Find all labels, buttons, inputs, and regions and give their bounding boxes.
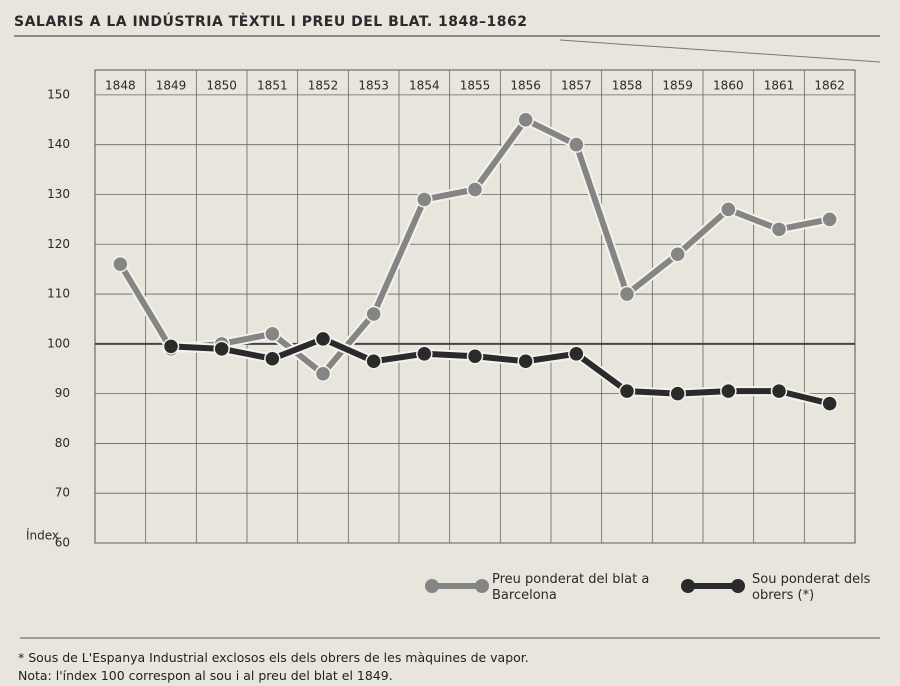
point (264, 350, 281, 368)
point (112, 255, 129, 273)
y-tick-label: 140 (47, 137, 70, 151)
point (821, 395, 838, 412)
point (162, 338, 180, 355)
legend-label: Preu ponderat del blat a Barcelona (492, 572, 650, 603)
y-tick-label: 80 (55, 436, 70, 450)
y-tick-label: 70 (55, 486, 70, 500)
x-tick-label: 1849 (156, 79, 187, 93)
x-tick-label: 1855 (460, 79, 491, 93)
point (365, 353, 382, 370)
y-axis-label: Índex (26, 528, 59, 543)
chart-title: SALARIS A LA INDÚSTRIA TÈXTIL I PREU DEL… (14, 12, 527, 30)
y-tick-label: 110 (47, 287, 70, 301)
point (618, 382, 636, 400)
point (669, 245, 686, 263)
x-tick-label: 1857 (561, 79, 592, 93)
point (568, 345, 585, 363)
point (264, 325, 281, 343)
y-tick-label: 130 (47, 187, 70, 201)
legend-swatch (425, 579, 439, 593)
footnote: Nota: l'índex 100 correspon al sou i al … (18, 668, 393, 683)
legend-swatch (731, 579, 745, 593)
x-tick-label: 1850 (206, 79, 237, 93)
point (770, 382, 788, 400)
line (170, 335, 831, 407)
point (416, 345, 433, 363)
point (466, 181, 484, 198)
point (466, 348, 484, 365)
point (517, 111, 534, 129)
point (669, 385, 686, 402)
point (213, 340, 230, 358)
legend-swatch (681, 579, 695, 593)
x-tick-label: 1862 (814, 79, 845, 93)
point (314, 365, 332, 382)
x-tick-label: 1848 (105, 79, 136, 93)
point (517, 353, 534, 370)
y-tick-label: 60 (55, 536, 70, 550)
x-tick-label: 1859 (662, 79, 693, 93)
legend-swatch (475, 579, 489, 593)
plot-frame (94, 69, 856, 544)
point (416, 191, 433, 208)
y-tick-label: 90 (55, 386, 70, 400)
x-tick-label: 1860 (713, 79, 744, 93)
footnote: * Sous de L'Espanya Industrial exclosos … (18, 650, 529, 665)
point (365, 305, 382, 323)
point (720, 382, 737, 400)
x-tick-label: 1858 (612, 79, 643, 93)
x-tick-label: 1861 (764, 79, 795, 93)
point (568, 136, 585, 153)
line-halo (116, 114, 831, 379)
title-rule-2 (559, 39, 881, 63)
point (770, 221, 788, 238)
x-tick-label: 1854 (409, 79, 440, 93)
legend-label: Sou ponderat dels obrers (*) (752, 572, 871, 603)
point (314, 330, 332, 348)
y-tick-label: 100 (47, 336, 70, 350)
point (720, 201, 737, 218)
y-tick-label: 150 (47, 87, 70, 101)
x-tick-label: 1852 (308, 79, 339, 93)
x-tick-label: 1853 (358, 79, 389, 93)
point (821, 211, 838, 228)
x-tick-label: 1851 (257, 79, 288, 93)
point (618, 285, 636, 303)
y-tick-label: 120 (47, 237, 70, 251)
line (117, 116, 831, 377)
x-tick-label: 1856 (510, 79, 541, 93)
